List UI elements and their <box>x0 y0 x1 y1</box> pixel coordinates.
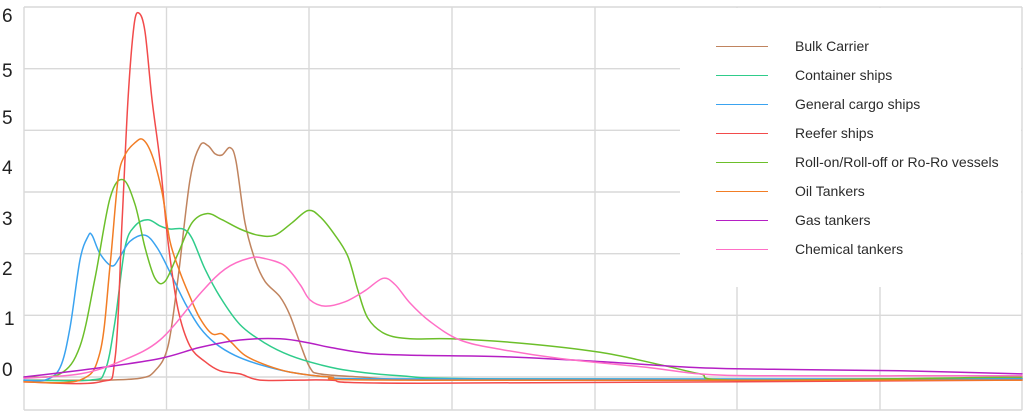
y-tick-label: 6 <box>2 6 13 27</box>
y-tick-label: 5 <box>2 61 13 82</box>
legend-item-reefer-ships[interactable]: Reefer ships <box>716 122 874 144</box>
chart-legend: Bulk Carrier Container ships General car… <box>680 8 1021 287</box>
legend-item-gas-tankers[interactable]: Gas tankers <box>716 209 870 231</box>
legend-swatch <box>716 74 768 76</box>
legend-item-general-cargo-ships[interactable]: General cargo ships <box>716 93 920 115</box>
legend-item-container-ships[interactable]: Container ships <box>716 64 892 86</box>
legend-swatch <box>716 190 768 192</box>
legend-label: Bulk Carrier <box>795 38 869 54</box>
legend-swatch <box>716 45 768 47</box>
series-line-oil-tankers <box>23 138 1023 384</box>
legend-label: Gas tankers <box>795 212 871 228</box>
legend-label: Container ships <box>795 67 893 83</box>
legend-item-ro-ro-vessels[interactable]: Roll-on/Roll-off or Ro-Ro vessels <box>716 151 999 173</box>
legend-label: Chemical tankers <box>795 241 904 257</box>
legend-label: Oil Tankers <box>795 183 865 199</box>
legend-swatch <box>716 219 768 221</box>
legend-item-oil-tankers[interactable]: Oil Tankers <box>716 180 865 202</box>
y-tick-label: 1 <box>4 309 15 330</box>
y-tick-label: 0 <box>2 360 13 381</box>
y-tick-label: 4 <box>2 158 13 179</box>
legend-label: Roll-on/Roll-off or Ro-Ro vessels <box>795 154 999 170</box>
legend-swatch <box>716 132 768 134</box>
chart-series <box>23 11 1023 385</box>
series-line-chemical-tankers <box>23 256 1023 379</box>
series-line-reefer-ships <box>23 11 1023 385</box>
series-line-gas-tankers <box>23 337 1023 378</box>
series-line-roll-on-roll-off-or-ro-ro-vessels <box>23 178 1023 381</box>
y-tick-label: 2 <box>2 259 13 280</box>
legend-label: Reefer ships <box>795 125 874 141</box>
legend-swatch <box>716 248 768 250</box>
y-axis-labels: 6 5 5 4 3 2 1 0 <box>2 6 15 381</box>
legend-swatch <box>716 103 768 105</box>
series-line-container-ships <box>23 218 1023 382</box>
legend-swatch <box>716 161 768 163</box>
legend-item-chemical-tankers[interactable]: Chemical tankers <box>716 238 903 260</box>
legend-label: General cargo ships <box>795 96 921 112</box>
y-tick-label: 5 <box>2 108 13 129</box>
y-tick-label: 3 <box>2 209 13 230</box>
legend-item-bulk-carrier[interactable]: Bulk Carrier <box>716 35 869 57</box>
